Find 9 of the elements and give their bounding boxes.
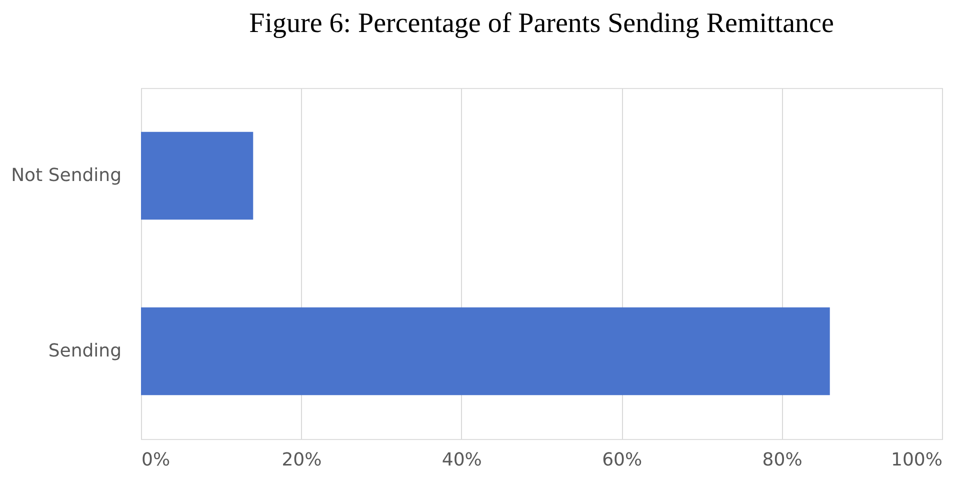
x-tick-label: 20% — [282, 450, 322, 470]
y-tick-label: Sending — [48, 340, 122, 362]
x-tick-label: 0% — [142, 450, 170, 470]
y-tick-label: Not Sending — [11, 164, 122, 186]
chart-title: Figure 6: Percentage of Parents Sending Remittance — [249, 8, 834, 39]
x-tick-label: 40% — [442, 450, 482, 470]
x-tick-label: 80% — [762, 450, 802, 470]
x-tick-label: 100% — [891, 450, 942, 470]
x-tick-label: 60% — [602, 450, 642, 470]
